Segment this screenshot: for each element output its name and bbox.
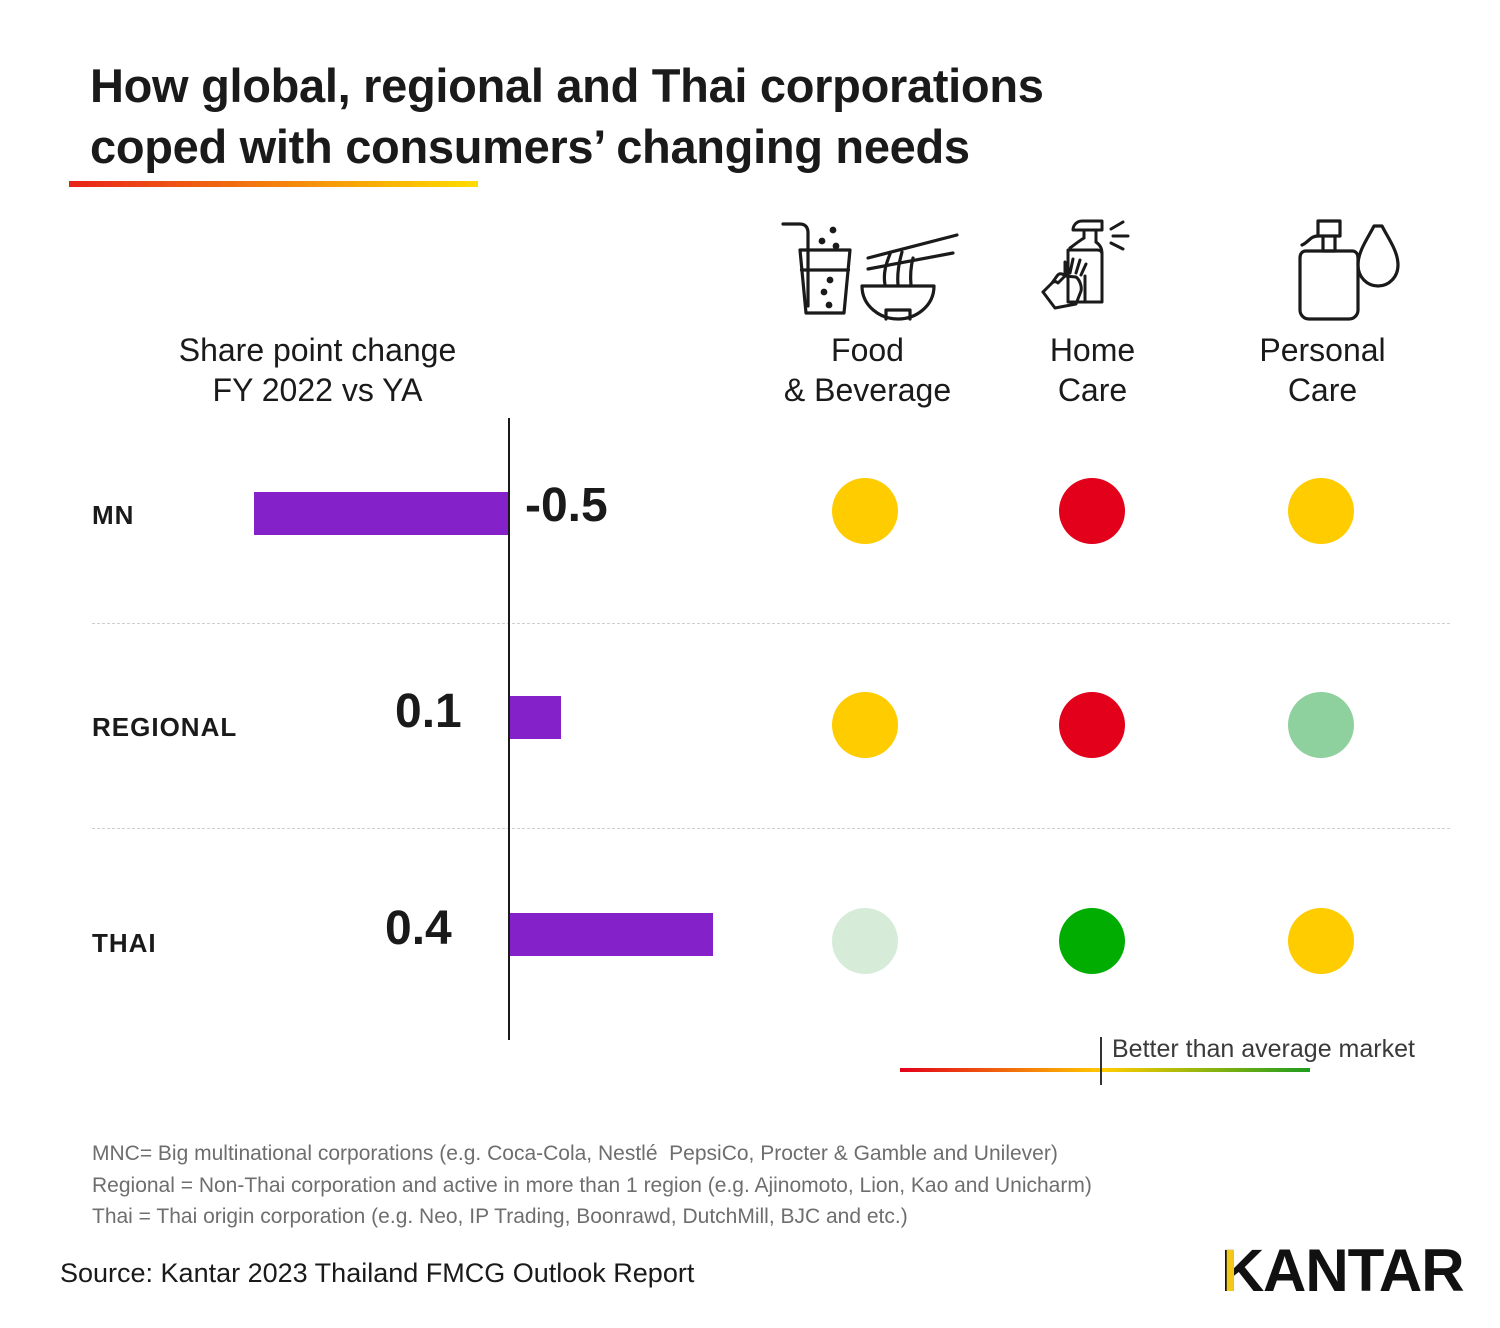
svg-text:ANTAR: ANTAR (1263, 1240, 1464, 1304)
